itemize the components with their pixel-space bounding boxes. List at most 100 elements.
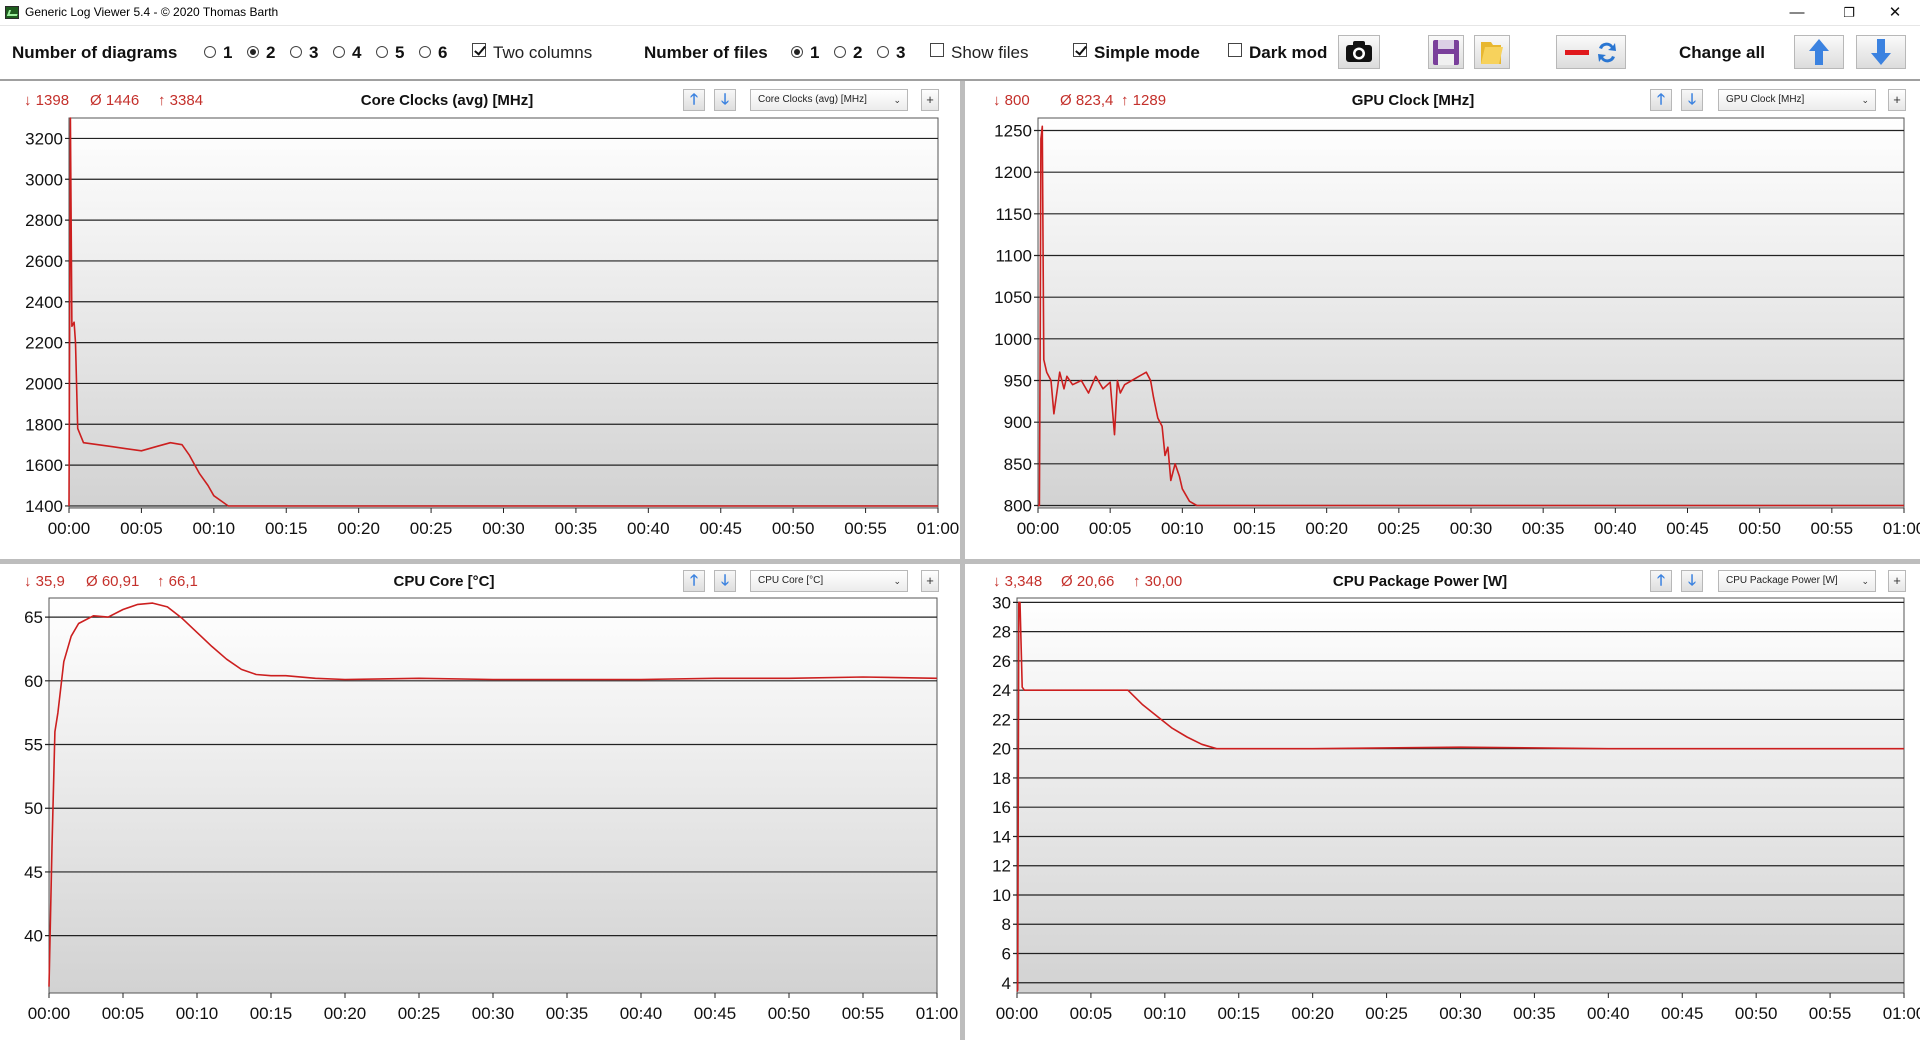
minimize-button[interactable]: — [1789, 4, 1805, 21]
move-up-button[interactable]: 🡑 [1650, 89, 1672, 111]
x-tick-label: 00:00 [48, 519, 91, 538]
dark-mode-checkbox[interactable] [1228, 43, 1242, 57]
x-tick-label: 00:55 [1809, 1004, 1852, 1023]
chevron-down-icon: ⌄ [893, 576, 901, 586]
y-tick-label: 22 [992, 710, 1011, 729]
y-tick-label: 8 [1002, 915, 1011, 934]
diagrams-radio-2[interactable] [247, 46, 259, 58]
series-select[interactable]: GPU Clock [MHz] ⌄ [1718, 89, 1876, 111]
dark-mode-label: Dark mod [1249, 43, 1328, 62]
diagrams-radio-4-label: 4 [352, 43, 362, 62]
add-series-button[interactable]: + [1888, 570, 1906, 592]
diagrams-radio-4[interactable] [333, 46, 345, 58]
two-columns-checkbox[interactable] [472, 43, 486, 57]
color-swap-button[interactable] [1556, 35, 1626, 69]
move-all-down-button[interactable] [1856, 35, 1906, 69]
close-button[interactable]: ✕ [1888, 4, 1902, 21]
x-tick-label: 00:15 [1233, 519, 1276, 538]
show-files-label: Show files [951, 43, 1029, 62]
plot-area[interactable] [48, 597, 938, 994]
save-button[interactable] [1428, 35, 1464, 69]
y-tick-label: 12 [992, 857, 1011, 876]
y-tick-label: 16 [992, 798, 1011, 817]
title-bar: Generic Log Viewer 5.4 - © 2020 Thomas B… [0, 0, 1920, 26]
x-tick-label: 00:50 [1735, 1004, 1778, 1023]
arrow-down-icon [1871, 39, 1891, 65]
y-tick-label: 900 [1004, 413, 1032, 432]
series-select[interactable]: Core Clocks (avg) [MHz] ⌄ [750, 89, 908, 111]
series-select[interactable]: CPU Core [°C] ⌄ [750, 570, 908, 592]
diagrams-radio-6[interactable] [419, 46, 431, 58]
stat-avg: Ø 823,4 [1060, 92, 1114, 109]
y-tick-label: 65 [24, 608, 43, 627]
folder-icon [1481, 42, 1503, 64]
files-radio-3[interactable] [877, 46, 889, 58]
plot-area[interactable] [1016, 597, 1905, 994]
x-tick-label: 00:05 [102, 1004, 145, 1023]
x-tick-label: 00:05 [1070, 1004, 1113, 1023]
x-tick-label: 00:55 [844, 519, 887, 538]
series-line-core-clocks [68, 117, 938, 507]
move-down-button[interactable]: 🡓 [714, 570, 736, 592]
files-radio-1[interactable] [791, 46, 803, 58]
move-all-up-button[interactable] [1794, 35, 1844, 69]
add-series-button[interactable]: + [921, 570, 939, 592]
y-tick-label: 1200 [994, 163, 1032, 182]
series-select[interactable]: CPU Package Power [W] ⌄ [1718, 570, 1876, 592]
x-tick-label: 00:25 [410, 519, 453, 538]
y-tick-label: 50 [24, 799, 43, 818]
y-tick-label: 1250 [994, 122, 1032, 141]
maximize-button[interactable]: ❐ [1843, 5, 1855, 20]
diagrams-radio-5[interactable] [376, 46, 388, 58]
add-series-button[interactable]: + [1888, 89, 1906, 111]
diagrams-radio-3[interactable] [290, 46, 302, 58]
series-select-value: GPU Clock [MHz] [1726, 94, 1805, 105]
x-tick-label: 00:55 [842, 1004, 885, 1023]
x-tick-label: 00:20 [1291, 1004, 1334, 1023]
show-files-checkbox[interactable] [930, 43, 944, 57]
screenshot-button[interactable] [1338, 35, 1380, 69]
camera-icon [1346, 41, 1372, 62]
y-tick-label: 26 [992, 652, 1011, 671]
panel-header-core-clocks: ↓ 1398 Ø 1446 ↑ 3384 Core Clocks (avg) [… [0, 83, 960, 115]
panel-header-cpu-package-power: ↓ 3,348 Ø 20,66 ↑ 30,00 CPU Package Powe… [965, 564, 1920, 596]
x-tick-label: 00:45 [1661, 1004, 1704, 1023]
diagrams-radio-2-label: 2 [266, 43, 276, 62]
plot-area[interactable] [1037, 117, 1905, 509]
move-up-button[interactable]: 🡑 [683, 89, 705, 111]
x-tick-label: 00:15 [265, 519, 308, 538]
move-down-button[interactable]: 🡓 [1681, 570, 1703, 592]
number-of-diagrams-label: Number of diagrams [12, 43, 178, 62]
x-tick-label: 00:50 [768, 1004, 811, 1023]
y-tick-label: 30 [992, 593, 1011, 612]
x-tick-label: 00:10 [193, 519, 236, 538]
y-tick-label: 2200 [25, 334, 63, 353]
plot-area[interactable] [68, 117, 939, 509]
x-tick-label: 00:15 [1217, 1004, 1260, 1023]
diagrams-radio-1[interactable] [204, 46, 216, 58]
move-down-button[interactable]: 🡓 [1681, 89, 1703, 111]
chart-cpu-package-power: 4 6 8 10 12 14 16 18 20 22 24 26 28 30 00:00 00:05 00:10… [992, 593, 1920, 1023]
stat-avg: Ø 1446 [90, 92, 140, 109]
x-tick-label: 00:40 [627, 519, 670, 538]
y-tick-label: 3200 [25, 129, 63, 148]
panel-header-cpu-core: ↓ 35,9 Ø 60,91 ↑ 66,1 CPU Core [°C] 🡑 🡓 … [0, 564, 960, 596]
chart-core-clocks: 1400 1600 1800 2000 2200 2400 2600 2800 3000 3200… [25, 117, 959, 538]
y-tick-label: 2000 [25, 374, 63, 393]
move-down-button[interactable]: 🡓 [714, 89, 736, 111]
simple-mode-checkbox[interactable] [1073, 43, 1087, 57]
y-tick-label: 2800 [25, 211, 63, 230]
files-radio-2[interactable] [834, 46, 846, 58]
x-tick-label: 01:00 [1883, 519, 1920, 538]
y-tick-label: 10 [992, 886, 1011, 905]
move-up-button[interactable]: 🡑 [1650, 570, 1672, 592]
move-up-button[interactable]: 🡑 [683, 570, 705, 592]
x-tick-label: 00:35 [1513, 1004, 1556, 1023]
add-series-button[interactable]: + [921, 89, 939, 111]
open-folder-button[interactable] [1474, 35, 1510, 69]
y-tick-label: 1000 [994, 330, 1032, 349]
series-select-value: Core Clocks (avg) [MHz] [758, 94, 867, 105]
panel-title: Core Clocks (avg) [MHz] [360, 92, 534, 109]
row-divider[interactable] [0, 559, 1920, 564]
x-tick-label: 00:25 [1378, 519, 1421, 538]
